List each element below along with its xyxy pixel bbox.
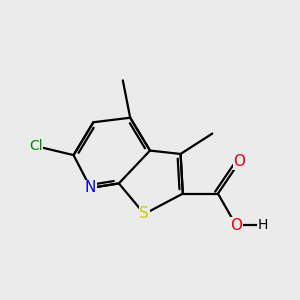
Text: H: H: [258, 218, 268, 232]
Text: O: O: [230, 218, 242, 233]
Text: O: O: [233, 154, 245, 169]
Text: S: S: [140, 206, 149, 221]
Text: Cl: Cl: [29, 139, 42, 153]
Text: N: N: [85, 180, 96, 195]
